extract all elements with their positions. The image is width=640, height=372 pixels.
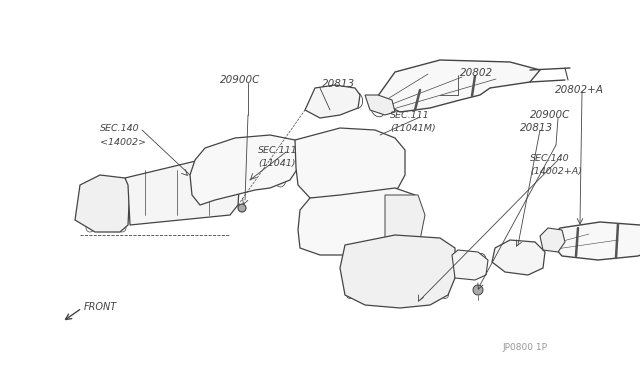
Ellipse shape xyxy=(275,173,285,187)
Text: 20813: 20813 xyxy=(520,123,553,133)
Polygon shape xyxy=(340,235,455,308)
Ellipse shape xyxy=(248,165,260,179)
Polygon shape xyxy=(295,128,405,200)
Polygon shape xyxy=(298,188,418,255)
Ellipse shape xyxy=(236,161,246,175)
Polygon shape xyxy=(492,240,545,275)
Text: <14002>: <14002> xyxy=(100,138,146,147)
Text: 20802+A: 20802+A xyxy=(555,85,604,95)
Ellipse shape xyxy=(321,145,335,161)
Text: 20900C: 20900C xyxy=(530,110,570,120)
Ellipse shape xyxy=(375,154,389,170)
Text: SEC.140: SEC.140 xyxy=(100,124,140,132)
Ellipse shape xyxy=(373,217,397,243)
Text: FRONT: FRONT xyxy=(84,302,117,312)
Ellipse shape xyxy=(262,169,273,183)
Polygon shape xyxy=(305,85,360,118)
Text: 20813: 20813 xyxy=(322,79,355,89)
Ellipse shape xyxy=(313,207,337,233)
Polygon shape xyxy=(385,195,425,250)
Polygon shape xyxy=(452,250,488,280)
Text: (11041M): (11041M) xyxy=(390,124,436,132)
Text: (14002+A): (14002+A) xyxy=(530,167,582,176)
Polygon shape xyxy=(540,228,565,252)
Text: 20802: 20802 xyxy=(460,68,493,78)
Polygon shape xyxy=(125,160,240,225)
Ellipse shape xyxy=(339,148,353,164)
Ellipse shape xyxy=(473,285,483,295)
Text: (11041): (11041) xyxy=(258,158,296,167)
Polygon shape xyxy=(75,175,130,232)
Text: SEC.140: SEC.140 xyxy=(530,154,570,163)
Polygon shape xyxy=(375,60,540,112)
Polygon shape xyxy=(548,222,640,260)
Ellipse shape xyxy=(209,153,221,167)
Polygon shape xyxy=(365,95,395,115)
Ellipse shape xyxy=(303,142,317,158)
Text: JP0800 1P: JP0800 1P xyxy=(502,343,547,353)
Ellipse shape xyxy=(343,212,367,238)
Ellipse shape xyxy=(238,204,246,212)
Polygon shape xyxy=(190,135,300,205)
Ellipse shape xyxy=(357,151,371,167)
Text: SEC.111: SEC.111 xyxy=(258,145,298,154)
Text: 20900C: 20900C xyxy=(220,75,260,85)
Text: SEC.111: SEC.111 xyxy=(390,110,429,119)
Ellipse shape xyxy=(223,157,234,171)
